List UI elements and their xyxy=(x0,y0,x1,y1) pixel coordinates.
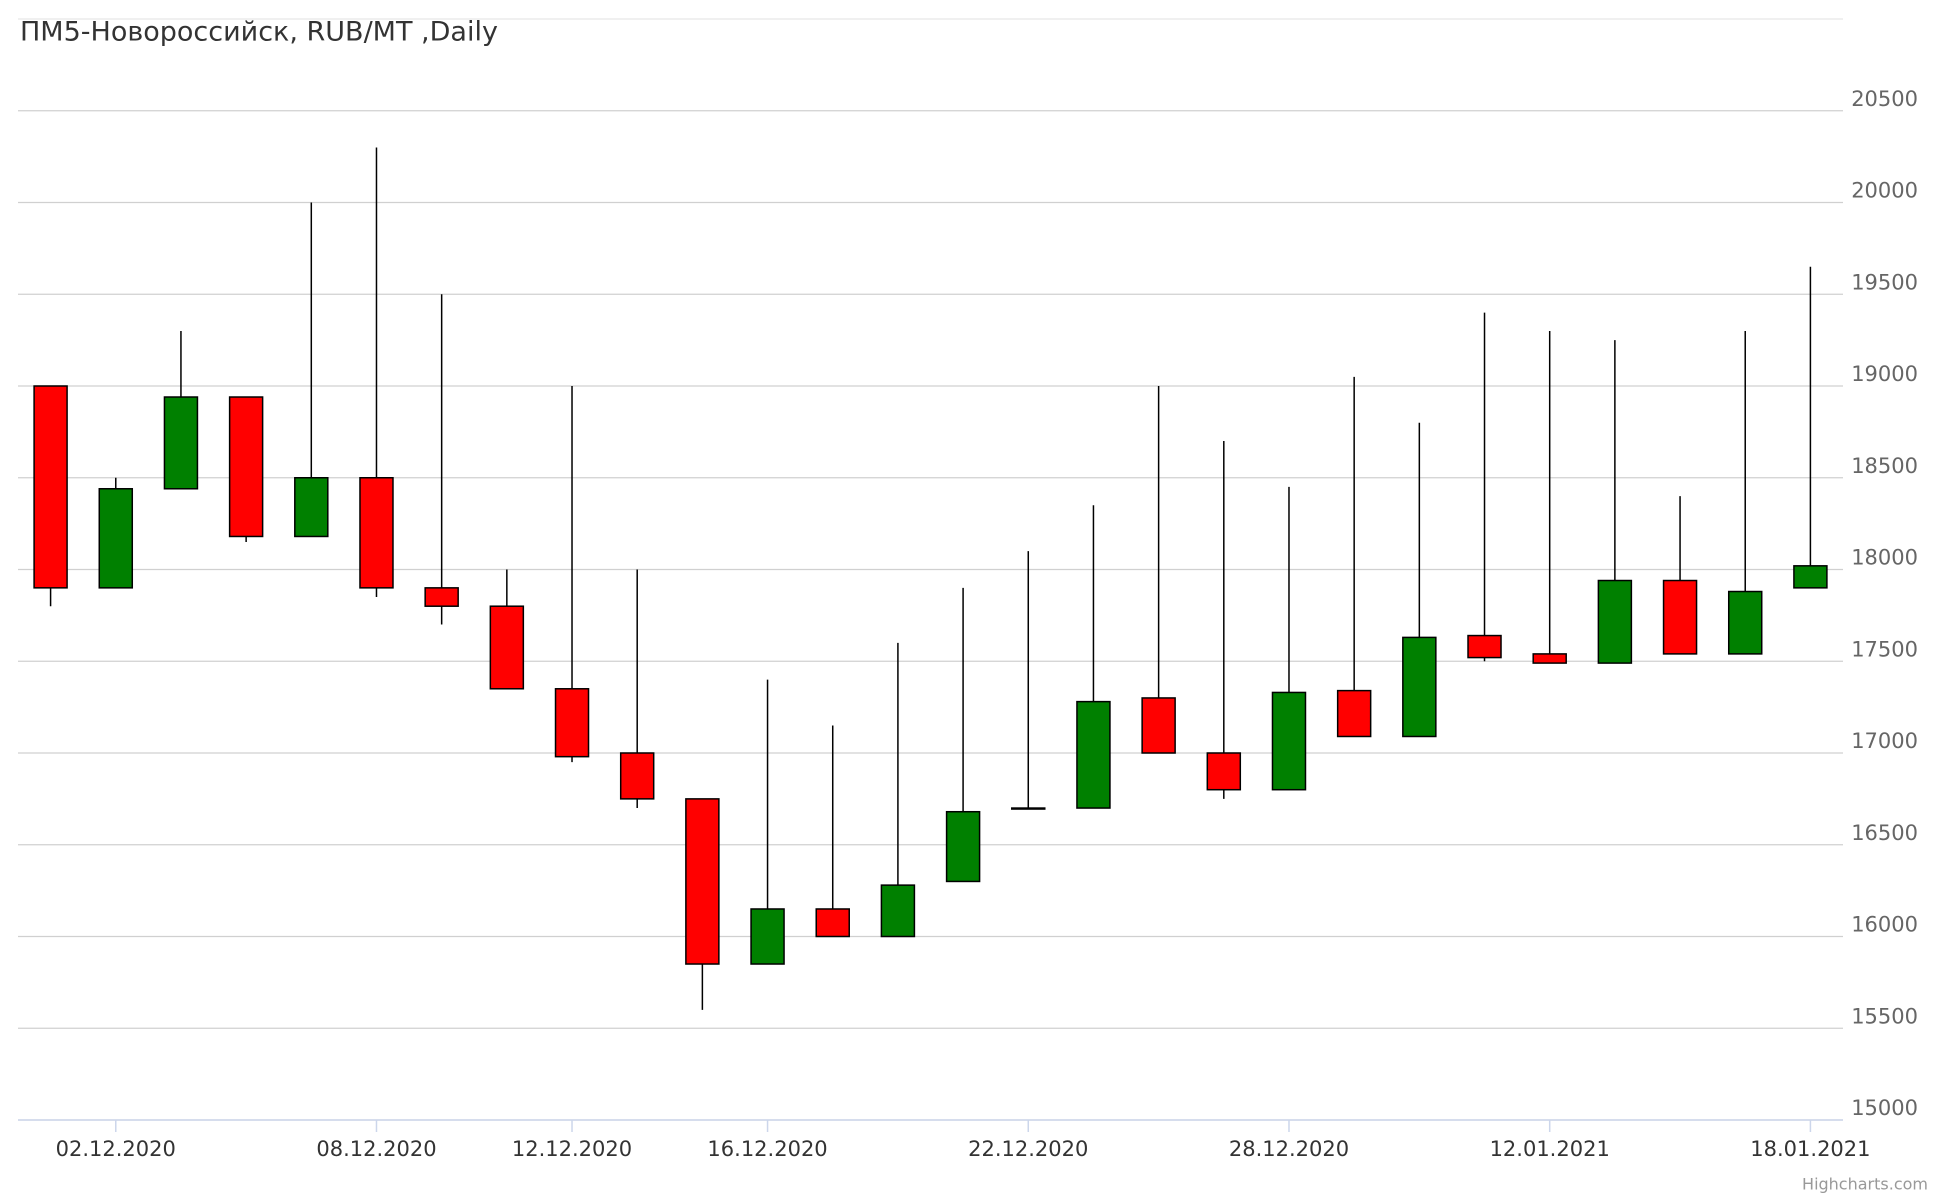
candle-body xyxy=(1727,590,1763,655)
candle-body xyxy=(880,884,916,938)
y-tick-label: 20500 xyxy=(1851,87,1918,111)
candle-body xyxy=(1793,565,1828,589)
x-tick-label: 28.12.2020 xyxy=(1229,1137,1349,1161)
candle-body xyxy=(294,477,329,538)
candle-body xyxy=(1011,807,1046,810)
candle-body xyxy=(1336,689,1372,738)
candle-body xyxy=(98,488,134,589)
candle-body xyxy=(685,798,720,965)
credits[interactable]: Highcharts.com xyxy=(1802,1175,1928,1194)
candle-body xyxy=(1271,691,1307,791)
x-tick-label: 22.12.2020 xyxy=(968,1137,1088,1161)
candle-body xyxy=(33,385,68,589)
candle-body xyxy=(1532,653,1567,664)
y-tick-label: 16000 xyxy=(1851,913,1918,937)
candle-body xyxy=(424,587,459,607)
x-tick-label: 12.01.2021 xyxy=(1490,1137,1610,1161)
y-tick-label: 16500 xyxy=(1851,821,1918,845)
x-tick-label: 16.12.2020 xyxy=(707,1137,827,1161)
x-tick-label: 12.12.2020 xyxy=(512,1137,632,1161)
y-tick-label: 18000 xyxy=(1851,546,1918,570)
candle-body xyxy=(1141,697,1176,754)
y-tick-label: 15500 xyxy=(1851,1004,1918,1028)
candle-body xyxy=(163,396,199,490)
candle-body xyxy=(228,396,264,538)
candle-body xyxy=(945,810,981,883)
candle-body xyxy=(1076,700,1111,809)
y-tick-label: 19000 xyxy=(1851,362,1918,386)
candle-body xyxy=(554,688,590,758)
y-tick-label: 18500 xyxy=(1851,454,1918,478)
candle-body xyxy=(1597,579,1633,664)
x-tick-label: 18.01.2021 xyxy=(1750,1137,1870,1161)
x-tick-label: 02.12.2020 xyxy=(56,1137,176,1161)
y-tick-label: 17000 xyxy=(1851,729,1918,753)
candle-body xyxy=(1402,636,1437,738)
x-tick-label: 08.12.2020 xyxy=(316,1137,436,1161)
candle-body xyxy=(750,908,785,965)
y-tick-label: 20000 xyxy=(1851,179,1918,203)
candle-body xyxy=(1662,579,1698,655)
candle-body xyxy=(489,605,525,690)
y-tick-label: 17500 xyxy=(1851,637,1918,661)
y-tick-label: 15000 xyxy=(1851,1096,1918,1120)
candle-body xyxy=(1206,752,1242,791)
candle-body xyxy=(815,908,850,938)
candle-body xyxy=(1467,634,1502,659)
candle-body xyxy=(359,477,394,589)
chart-title: ПМ5-Новороссийск, RUB/MT ,Daily xyxy=(20,17,498,48)
y-tick-label: 19500 xyxy=(1851,270,1918,294)
candle-body xyxy=(619,752,655,800)
